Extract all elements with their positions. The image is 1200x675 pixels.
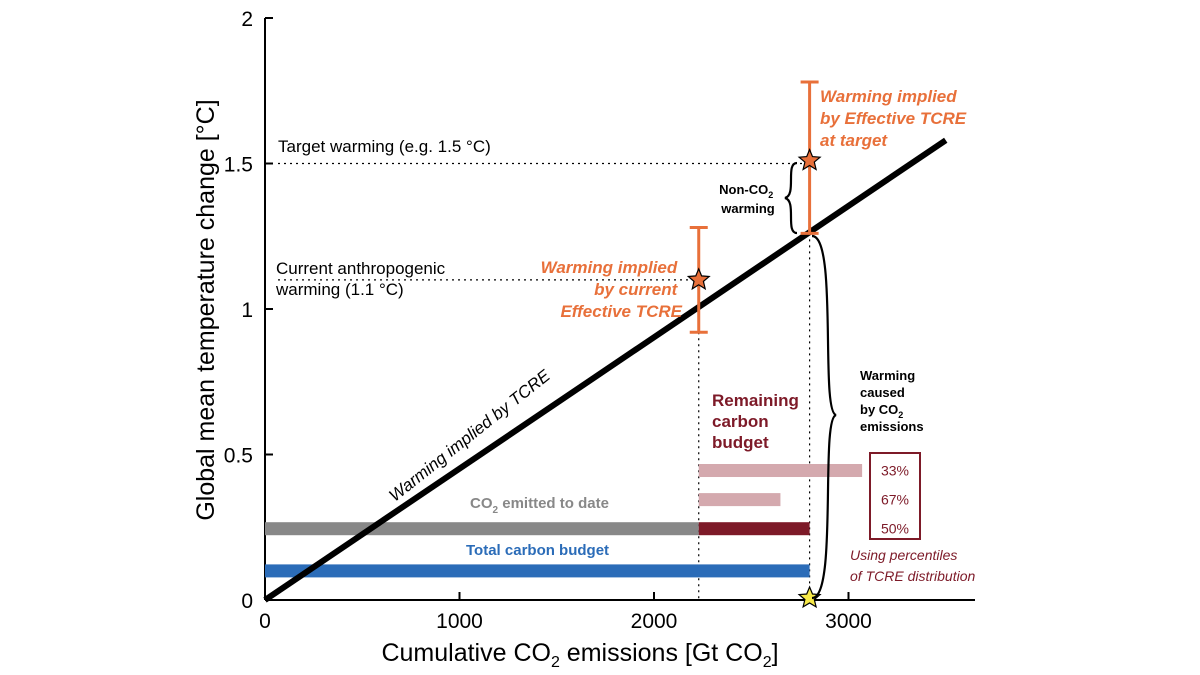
remaining-budget-bar-33pct — [698, 464, 863, 478]
y-tick-label: 0 — [241, 590, 253, 613]
x-ticks: 0 1000 2000 3000 — [259, 592, 872, 633]
emitted-to-date-label: CO2 emitted to date — [470, 495, 609, 516]
percentile-label: 67% — [881, 492, 909, 508]
current-tcre-star — [686, 267, 711, 291]
non-co2-brace — [784, 161, 798, 235]
total-budget-bar — [265, 564, 810, 578]
target-tcre-line-2: by Effective TCRE — [820, 109, 967, 128]
current-tcre-line-3: Effective TCRE — [560, 302, 682, 321]
co2-warming-label: Warming caused by CO2 emissions — [860, 368, 924, 434]
tcre-line-label: Warming implied by TCRE — [385, 366, 554, 506]
y-tick-label: 1 — [241, 299, 253, 322]
target-tcre-star — [797, 148, 822, 171]
x-tick-label: 2000 — [631, 610, 678, 633]
co2-warming-brace — [811, 234, 841, 600]
remaining-budget-bar-67pct — [698, 493, 781, 507]
remaining-line-1: Remaining — [712, 391, 799, 410]
percentile-label: 50% — [881, 521, 909, 537]
current-warming-label: Current anthropogenic warming (1.1 °C) — [275, 259, 450, 299]
x-axis-label: Cumulative CO2 emissions [Gt CO2] — [381, 639, 778, 671]
remaining-budget-label: Remaining carbon budget — [712, 391, 804, 452]
percentile-note: Using percentiles of TCRE distribution — [850, 547, 975, 584]
target-tcre-line-3: at target — [820, 131, 888, 150]
target-tcre-line-1: Warming implied — [820, 87, 957, 106]
percentile-note-line-2: of TCRE distribution — [850, 568, 975, 584]
origin-target-star — [797, 585, 822, 609]
x-tick-label: 1000 — [436, 610, 483, 633]
current-tcre-line-1: Warming implied — [541, 258, 678, 277]
percentile-box — [869, 452, 921, 540]
markers — [686, 80, 822, 609]
x-tick-label: 3000 — [825, 610, 872, 633]
target-tcre-label: Warming implied by Effective TCRE at tar… — [820, 87, 971, 150]
y-tick-label: 2 — [241, 8, 253, 31]
current-warming-line-1: Current anthropogenic — [276, 259, 446, 278]
percentile-note-line-1: Using percentiles — [850, 547, 957, 563]
current-tcre-line-2: by current — [594, 280, 678, 299]
tcre-line — [263, 137, 948, 603]
percentile-label: 33% — [881, 463, 909, 479]
non-co2-label: Non-CO2 warming — [719, 182, 777, 216]
current-warming-line-2: warming (1.1 °C) — [275, 280, 404, 299]
y-tick-label: 0.5 — [224, 445, 253, 468]
emitted-to-date-bar — [265, 522, 699, 536]
x-tick-label: 0 — [259, 610, 271, 633]
y-ticks: 0 0.5 1 1.5 2 — [224, 8, 273, 613]
remaining-line-3: budget — [712, 433, 769, 452]
remaining-budget-bar-50pct — [698, 522, 810, 536]
total-budget-label: Total carbon budget — [466, 542, 609, 559]
y-tick-label: 1.5 — [224, 154, 253, 177]
tcre-line-group — [263, 137, 948, 603]
budget-bars — [265, 464, 863, 578]
current-tcre-label: Warming implied by current Effective TCR… — [541, 258, 683, 321]
target-warming-label: Target warming (e.g. 1.5 °C) — [278, 137, 491, 156]
y-axis-label: Global mean temperature change [°C] — [192, 99, 220, 520]
remaining-line-2: carbon — [712, 412, 769, 431]
percentile-labels: 33% 67% 50% — [881, 463, 909, 537]
